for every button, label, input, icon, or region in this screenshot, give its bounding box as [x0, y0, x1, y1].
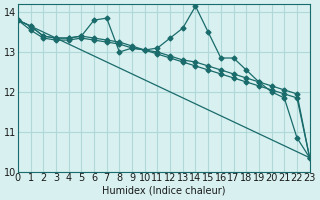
X-axis label: Humidex (Indice chaleur): Humidex (Indice chaleur) [102, 186, 226, 196]
